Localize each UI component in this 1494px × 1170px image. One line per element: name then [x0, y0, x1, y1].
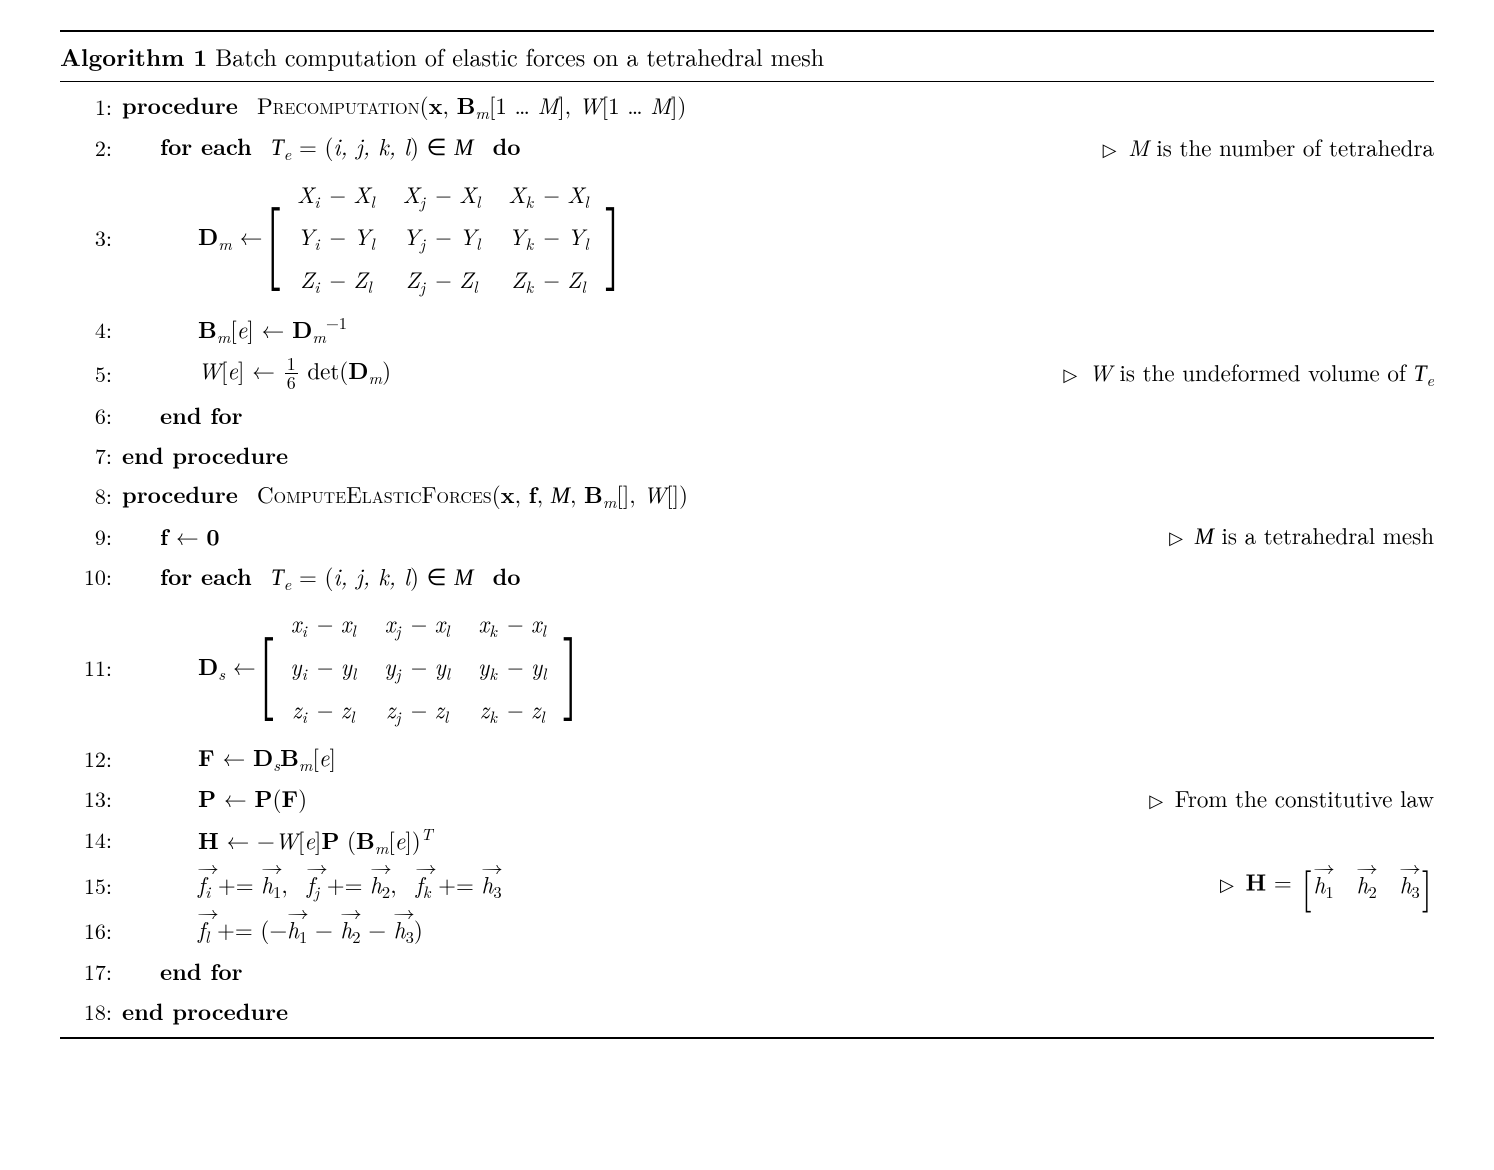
algo-line: 5:W[e] ← 16 det(Dm)▷ W is the undeformed… [60, 351, 1434, 395]
algo-line: 9:f ← 0▷ M is a tetrahedral mesh [60, 516, 1434, 557]
line-number: 8: [60, 479, 122, 512]
line-content: P ← P(F)▷ From the constitutive law [122, 781, 1434, 816]
line-comment: ▷ From the constitutive law [1149, 781, 1434, 816]
algo-line: 4:Bm[e] ← Dm−1 [60, 308, 1434, 351]
algo-line: 3:Dm ← [Xi − XlXj − XlXk − XlYi − YlYj −… [60, 168, 1434, 308]
algo-line: 13:P ← P(F)▷ From the constitutive law [60, 779, 1434, 819]
algo-line: 10:for each Te = (i, j, k, l) ∈ M do [60, 557, 1434, 598]
line-number: 13: [60, 782, 122, 815]
line-content: W[e] ← 16 det(Dm)▷ W is the undeformed v… [122, 353, 1434, 393]
algo-line: 8:procedure ComputeElasticForces(x, f, M… [60, 475, 1434, 516]
algorithm-number: 1 [193, 40, 207, 74]
line-number: 2: [60, 131, 122, 164]
line-comment: ▷ M is the number of tetrahedra [1103, 130, 1434, 165]
line-comment: ▷ W is the undeformed volume of Te [1063, 355, 1434, 392]
line-content: for each Te = (i, j, k, l) ∈ M do▷ M is … [122, 129, 1434, 166]
algorithm-body: 1:procedure Precomputation(x, Bm[1 … M],… [60, 82, 1434, 1037]
line-content: end for [122, 954, 1434, 989]
algorithm-label: Algorithm 1 [60, 40, 207, 74]
line-number: 1: [60, 90, 122, 123]
line-number: 15: [60, 869, 122, 902]
line-content: Dm ← [Xi − XlXj − XlXk − XlYi − YlYj − Y… [122, 170, 1434, 306]
line-content: F ← DsBm[e] [122, 740, 1434, 777]
line-number: 11: [60, 651, 122, 684]
line-content: fi += h1, fj += h2, fk += h3▷ H = [h1 h2… [122, 863, 1434, 908]
algorithm-title: Batch computation of elastic forces on a… [215, 39, 824, 73]
line-content: procedure ComputeElasticForces(x, f, M, … [122, 477, 1434, 514]
line-number: 12: [60, 742, 122, 775]
line-content: for each Te = (i, j, k, l) ∈ M do [122, 559, 1434, 596]
algo-line: 11:Ds ← [xi − xlxj − xlxk − xlyi − ylyj … [60, 597, 1434, 737]
algo-line: 6:end for [60, 395, 1434, 435]
line-number: 7: [60, 439, 122, 472]
line-number: 4: [60, 313, 122, 346]
line-number: 6: [60, 399, 122, 432]
line-number: 5: [60, 357, 122, 390]
line-content: Ds ← [xi − xlxj − xlxk − xlyi − ylyj − y… [122, 599, 1434, 735]
line-number: 10: [60, 560, 122, 593]
algorithm-block: Algorithm 1 Batch computation of elastic… [60, 30, 1434, 1039]
algo-line: 2:for each Te = (i, j, k, l) ∈ M do▷ M i… [60, 127, 1434, 168]
algo-line: 16:fl += (−h1 − h2 − h3) [60, 910, 1434, 951]
algo-line: 1:procedure Precomputation(x, Bm[1 … M],… [60, 86, 1434, 127]
line-content: procedure Precomputation(x, Bm[1 … M], W… [122, 88, 1434, 125]
line-number: 9: [60, 520, 122, 553]
line-comment: ▷ M is a tetrahedral mesh [1169, 518, 1434, 555]
line-content: end procedure [122, 438, 1434, 473]
line-content: fl += (−h1 − h2 − h3) [122, 912, 1434, 949]
line-content: H ← −W[e]P (Bm[e])T [122, 821, 1434, 860]
line-number: 14: [60, 823, 122, 856]
algo-line: 7:end procedure [60, 435, 1434, 475]
line-number: 3: [60, 221, 122, 254]
algo-line: 18:end procedure [60, 991, 1434, 1031]
algo-line: 12:F ← DsBm[e] [60, 738, 1434, 779]
line-number: 16: [60, 914, 122, 947]
line-content: Bm[e] ← Dm−1 [122, 310, 1434, 349]
line-content: end procedure [122, 994, 1434, 1029]
line-comment: ▷ H = [h1 h2 h3] [1220, 863, 1434, 908]
algo-line: 15:fi += h1, fj += h2, fk += h3▷ H = [h1… [60, 861, 1434, 910]
algorithm-header: Algorithm 1 Batch computation of elastic… [60, 32, 1434, 82]
line-content: f ← 0▷ M is a tetrahedral mesh [122, 518, 1434, 555]
line-number: 17: [60, 955, 122, 988]
line-number: 18: [60, 995, 122, 1028]
algo-line: 17:end for [60, 951, 1434, 991]
line-content: end for [122, 398, 1434, 433]
